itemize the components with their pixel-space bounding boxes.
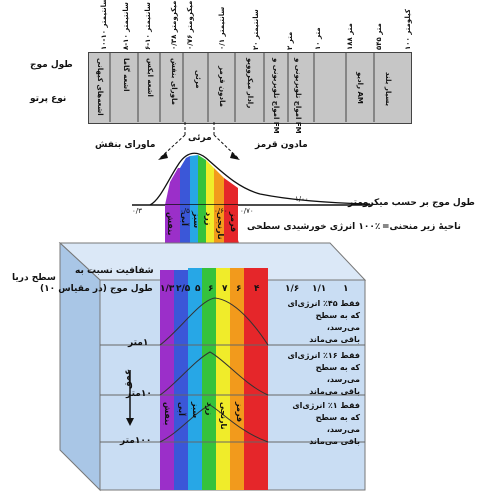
water-title: شفافیت نسبت به (75, 266, 154, 276)
scale-value: ۲/۵ (176, 284, 191, 294)
band-green (198, 155, 206, 205)
scale-value: ۷ (222, 284, 228, 294)
tick-label: ۰/۵۰ (180, 207, 194, 215)
tick-label: ۰/۶۰ (214, 207, 228, 215)
band-label: زرد (204, 212, 213, 226)
band-yellow (206, 160, 214, 205)
band-label: آبی (180, 212, 189, 226)
wavelength-row-label: طول موج (30, 60, 73, 70)
scale-value: ۶ (208, 284, 214, 294)
scale-value: ۱/۶ (285, 284, 300, 294)
scale-value: ۱/۳ (160, 284, 175, 294)
water-side (59, 241, 101, 492)
depth-100m: ۱۰۰متر (120, 436, 152, 446)
band-label: قرمز (229, 212, 238, 233)
uv-label: ماورای بنفش (95, 140, 156, 150)
scale-value: ۱/۱ (312, 284, 327, 294)
band-label: زرد (205, 402, 214, 416)
scale-label: طول موج (در مقیاس ۱۰) (40, 284, 153, 294)
band-label: قرمز (235, 402, 244, 423)
radiation-type-label: نوع پرتو (30, 94, 67, 104)
depth-1m: ۱متر (128, 338, 149, 348)
spectrum-table (88, 52, 412, 124)
band-red (224, 178, 238, 205)
band-orange (214, 168, 224, 205)
tick-label: ۰/۳ (132, 207, 142, 215)
depth-10m: ۱۰متر (126, 389, 152, 399)
band-label: نارنجی (216, 212, 225, 240)
curve-label: ۱۰۰٪ انرژی خورشیدی سطحی (247, 222, 381, 232)
band-label: سبز (192, 212, 201, 229)
band-label: نارنجی (219, 402, 228, 430)
scale-value: ۴ (254, 284, 260, 294)
band-violet (165, 168, 180, 205)
scale-value: ۱ (343, 284, 349, 294)
band-label: بنفش (163, 402, 172, 426)
scale-value: ۵ (195, 284, 201, 294)
water-subtitle: سطح دریا (12, 273, 56, 283)
visible-label: مرئی (188, 133, 212, 143)
energy-note: فقط ۱٪ انرژی‌ای که به سطح می‌رسد، باقی می‌… (292, 401, 360, 446)
energy-note: فقط ۱۶٪ انرژی‌ای که به سطح می‌رسد، باقی می… (287, 351, 360, 396)
band-label: آبی (177, 402, 186, 416)
energy-note: فقط ۴۵٪ انرژی‌ای که به سطح می‌رسد، باقی می… (287, 299, 360, 344)
solar-energy-curve (149, 152, 371, 206)
curve-prefix: ناحیهٔ زیر منحنی= (382, 222, 461, 232)
band-label: بنفش (166, 212, 175, 236)
band-blue (190, 155, 198, 205)
axis-label: طول موج بر حسب میکرومتر (348, 198, 475, 208)
band-label: سبز (191, 402, 200, 419)
visible-bands (165, 155, 238, 205)
tick-label: ۱/۰۰ (295, 195, 309, 203)
ir-label: مادون قرمز (255, 140, 308, 150)
table-grid (109, 52, 375, 122)
scale-value: ۶ (236, 284, 242, 294)
depth-label: عمق (123, 368, 134, 390)
tick-label: ۰/۷۰ (240, 207, 254, 215)
band-indigo (180, 156, 190, 205)
